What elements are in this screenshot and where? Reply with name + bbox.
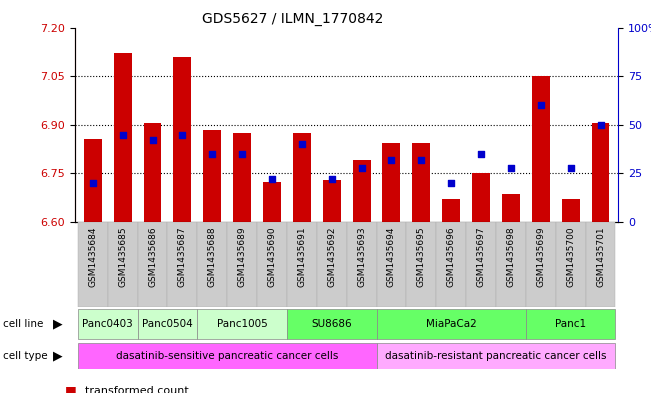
Text: ■: ■ [65, 384, 77, 393]
Text: transformed count: transformed count [85, 386, 188, 393]
FancyBboxPatch shape [317, 222, 346, 307]
Text: GSM1435696: GSM1435696 [447, 226, 456, 287]
FancyBboxPatch shape [586, 222, 615, 307]
FancyBboxPatch shape [376, 343, 615, 369]
Text: dasatinib-resistant pancreatic cancer cells: dasatinib-resistant pancreatic cancer ce… [385, 351, 607, 361]
FancyBboxPatch shape [346, 222, 376, 307]
Point [88, 180, 98, 186]
Text: cell type: cell type [3, 351, 48, 361]
FancyBboxPatch shape [376, 309, 526, 339]
Text: GSM1435686: GSM1435686 [148, 226, 157, 287]
Text: MiaPaCa2: MiaPaCa2 [426, 319, 477, 329]
Text: GSM1435685: GSM1435685 [118, 226, 127, 287]
Text: GSM1435701: GSM1435701 [596, 226, 605, 287]
FancyBboxPatch shape [287, 222, 317, 307]
Text: GSM1435684: GSM1435684 [89, 226, 97, 287]
FancyBboxPatch shape [78, 222, 107, 307]
Point [327, 176, 337, 182]
Point [566, 164, 576, 171]
FancyBboxPatch shape [227, 222, 257, 307]
FancyBboxPatch shape [257, 222, 287, 307]
Text: SU8686: SU8686 [311, 319, 352, 329]
FancyBboxPatch shape [197, 222, 227, 307]
Text: dasatinib-sensitive pancreatic cancer cells: dasatinib-sensitive pancreatic cancer ce… [116, 351, 339, 361]
Bar [532, 76, 549, 222]
Bar [353, 160, 370, 222]
Text: GSM1435695: GSM1435695 [417, 226, 426, 287]
Text: Panc1: Panc1 [555, 319, 586, 329]
FancyBboxPatch shape [526, 309, 615, 339]
Point [536, 102, 546, 108]
Bar [114, 53, 132, 222]
Bar [173, 57, 191, 222]
Bar [233, 133, 251, 222]
FancyBboxPatch shape [406, 222, 436, 307]
Point [446, 180, 456, 186]
Point [237, 151, 247, 157]
FancyBboxPatch shape [556, 222, 586, 307]
Text: Panc0403: Panc0403 [82, 319, 133, 329]
Text: GSM1435689: GSM1435689 [238, 226, 247, 287]
FancyBboxPatch shape [466, 222, 496, 307]
Point [476, 151, 486, 157]
Text: Panc1005: Panc1005 [217, 319, 268, 329]
Text: ▶: ▶ [53, 318, 62, 331]
Point [356, 164, 367, 171]
Text: GSM1435687: GSM1435687 [178, 226, 187, 287]
Bar [263, 182, 281, 222]
Text: GSM1435694: GSM1435694 [387, 226, 396, 287]
Bar [84, 140, 102, 222]
Text: GSM1435691: GSM1435691 [298, 226, 307, 287]
Point [207, 151, 217, 157]
Bar [323, 180, 340, 222]
FancyBboxPatch shape [137, 222, 167, 307]
Point [177, 131, 187, 138]
Text: GSM1435692: GSM1435692 [327, 226, 336, 287]
FancyBboxPatch shape [78, 343, 376, 369]
Bar [412, 143, 430, 222]
Point [297, 141, 307, 147]
Text: ▶: ▶ [53, 349, 62, 362]
Text: GDS5627 / ILMN_1770842: GDS5627 / ILMN_1770842 [202, 12, 383, 26]
Text: Panc0504: Panc0504 [142, 319, 193, 329]
Bar [562, 199, 579, 222]
Bar [502, 195, 520, 222]
Point [506, 164, 516, 171]
Bar [592, 123, 609, 222]
FancyBboxPatch shape [167, 222, 197, 307]
Text: GSM1435690: GSM1435690 [268, 226, 277, 287]
Text: GSM1435700: GSM1435700 [566, 226, 575, 287]
FancyBboxPatch shape [496, 222, 526, 307]
FancyBboxPatch shape [526, 222, 556, 307]
FancyBboxPatch shape [137, 309, 197, 339]
Point [416, 157, 426, 163]
FancyBboxPatch shape [107, 222, 137, 307]
Bar [383, 143, 400, 222]
Point [117, 131, 128, 138]
FancyBboxPatch shape [287, 309, 376, 339]
FancyBboxPatch shape [78, 309, 137, 339]
Bar [442, 199, 460, 222]
Text: GSM1435693: GSM1435693 [357, 226, 366, 287]
FancyBboxPatch shape [376, 222, 406, 307]
Bar [203, 130, 221, 222]
FancyBboxPatch shape [197, 309, 287, 339]
Bar [472, 173, 490, 222]
Point [267, 176, 277, 182]
Text: GSM1435688: GSM1435688 [208, 226, 217, 287]
FancyBboxPatch shape [436, 222, 466, 307]
Bar [293, 133, 311, 222]
Text: GSM1435699: GSM1435699 [536, 226, 546, 287]
Bar [144, 123, 161, 222]
Point [595, 122, 605, 128]
Text: GSM1435698: GSM1435698 [506, 226, 516, 287]
Point [147, 137, 158, 143]
Point [386, 157, 396, 163]
Text: cell line: cell line [3, 319, 44, 329]
Text: GSM1435697: GSM1435697 [477, 226, 486, 287]
